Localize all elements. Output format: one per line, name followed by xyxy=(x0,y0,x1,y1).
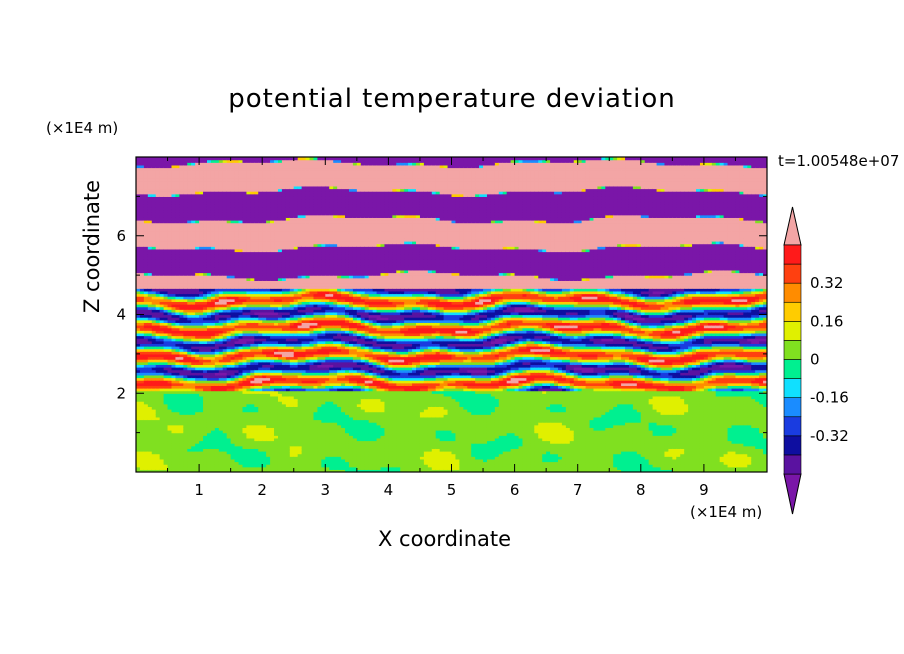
contour-field xyxy=(136,157,768,473)
